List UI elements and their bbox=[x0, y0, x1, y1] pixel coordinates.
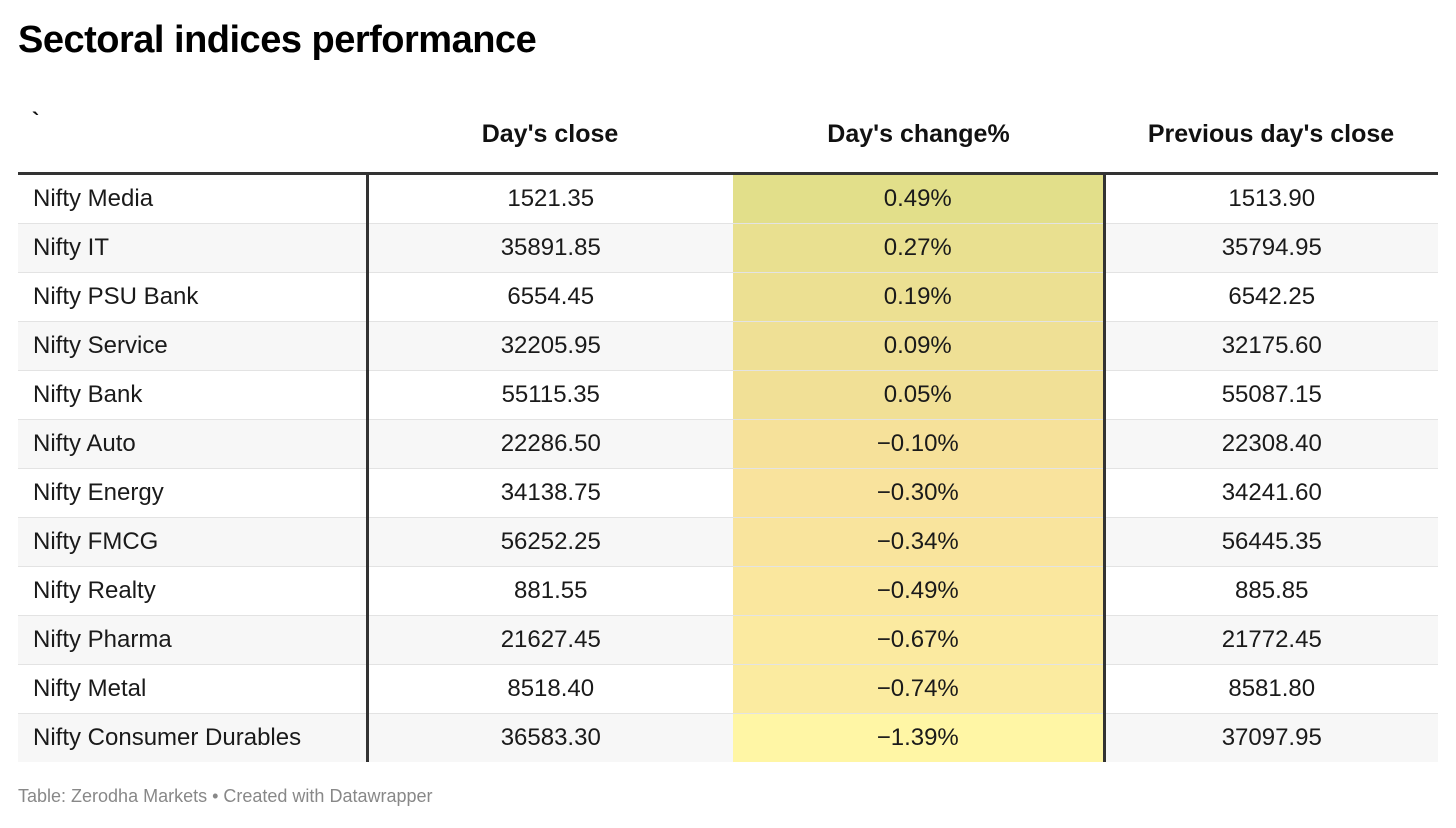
index-name-cell: Nifty FMCG bbox=[18, 517, 369, 567]
page-title: Sectoral indices performance bbox=[18, 19, 537, 61]
table-row: Nifty Service 32205.95 0.09% 32175.60 bbox=[18, 321, 1438, 371]
table-row: Nifty Bank 55115.35 0.05% 55087.15 bbox=[18, 370, 1438, 420]
index-name-cell: Nifty Pharma bbox=[18, 615, 369, 665]
column-header-close: Day's close bbox=[367, 96, 733, 175]
day-change-cell: −0.67% bbox=[733, 615, 1106, 665]
previous-close-cell: 1513.90 bbox=[1104, 173, 1438, 224]
column-header-prev-close: Previous day's close bbox=[1104, 96, 1438, 175]
index-name-cell: Nifty IT bbox=[18, 223, 369, 273]
day-close-cell: 35891.85 bbox=[367, 223, 733, 273]
index-name-cell: Nifty PSU Bank bbox=[18, 272, 369, 322]
previous-close-cell: 22308.40 bbox=[1104, 419, 1438, 469]
day-change-cell: −0.34% bbox=[733, 517, 1106, 567]
table-row: Nifty Metal 8518.40 −0.74% 8581.80 bbox=[18, 664, 1438, 714]
performance-table-wrapper: ` Day's close Day's change% Previous day… bbox=[18, 96, 1438, 762]
table-row: Nifty Auto 22286.50 −0.10% 22308.40 bbox=[18, 419, 1438, 469]
day-close-cell: 22286.50 bbox=[367, 419, 733, 469]
day-close-cell: 56252.25 bbox=[367, 517, 733, 567]
table-row: Nifty Consumer Durables 36583.30 −1.39% 370… bbox=[18, 713, 1438, 762]
previous-close-cell: 37097.95 bbox=[1104, 713, 1438, 762]
index-name-cell: Nifty Metal bbox=[18, 664, 369, 714]
day-close-cell: 1521.35 bbox=[367, 173, 733, 224]
table-row: Nifty Realty 881.55 −0.49% 885.85 bbox=[18, 566, 1438, 616]
index-name-cell: Nifty Realty bbox=[18, 566, 369, 616]
day-close-cell: 34138.75 bbox=[367, 468, 733, 518]
day-change-cell: 0.19% bbox=[733, 272, 1106, 322]
index-name-cell: Nifty Media bbox=[18, 173, 369, 224]
column-header-change: Day's change% bbox=[733, 96, 1104, 175]
table-row: Nifty Pharma 21627.45 −0.67% 21772.45 bbox=[18, 615, 1438, 665]
day-close-cell: 55115.35 bbox=[367, 370, 733, 420]
previous-close-cell: 6542.25 bbox=[1104, 272, 1438, 322]
table-row: Nifty PSU Bank 6554.45 0.19% 6542.25 bbox=[18, 272, 1438, 322]
day-change-cell: 0.27% bbox=[733, 223, 1106, 273]
index-name-cell: Nifty Service bbox=[18, 321, 369, 371]
table-header-row: ` Day's close Day's change% Previous day… bbox=[18, 96, 1438, 175]
index-name-cell: Nifty Bank bbox=[18, 370, 369, 420]
day-change-cell: 0.09% bbox=[733, 321, 1106, 371]
day-change-cell: −0.10% bbox=[733, 419, 1106, 469]
performance-table: ` Day's close Day's change% Previous day… bbox=[18, 96, 1438, 762]
day-change-cell: −0.74% bbox=[733, 664, 1106, 714]
previous-close-cell: 55087.15 bbox=[1104, 370, 1438, 420]
table-row: Nifty FMCG 56252.25 −0.34% 56445.35 bbox=[18, 517, 1438, 567]
column-header-name: ` bbox=[18, 96, 367, 175]
day-close-cell: 881.55 bbox=[367, 566, 733, 616]
day-change-cell: −0.30% bbox=[733, 468, 1106, 518]
index-name-cell: Nifty Consumer Durables bbox=[18, 713, 369, 762]
previous-close-cell: 56445.35 bbox=[1104, 517, 1438, 567]
day-close-cell: 6554.45 bbox=[367, 272, 733, 322]
table-row: Nifty Energy 34138.75 −0.30% 34241.60 bbox=[18, 468, 1438, 518]
previous-close-cell: 885.85 bbox=[1104, 566, 1438, 616]
table-row: Nifty IT 35891.85 0.27% 35794.95 bbox=[18, 223, 1438, 273]
previous-close-cell: 32175.60 bbox=[1104, 321, 1438, 371]
previous-close-cell: 21772.45 bbox=[1104, 615, 1438, 665]
table-row: Nifty Media 1521.35 0.49% 1513.90 bbox=[18, 173, 1438, 224]
index-name-cell: Nifty Energy bbox=[18, 468, 369, 518]
day-change-cell: −1.39% bbox=[733, 713, 1106, 762]
previous-close-cell: 34241.60 bbox=[1104, 468, 1438, 518]
day-change-cell: 0.49% bbox=[733, 173, 1106, 224]
day-close-cell: 21627.45 bbox=[367, 615, 733, 665]
index-name-cell: Nifty Auto bbox=[18, 419, 369, 469]
day-close-cell: 36583.30 bbox=[367, 713, 733, 762]
previous-close-cell: 8581.80 bbox=[1104, 664, 1438, 714]
day-close-cell: 8518.40 bbox=[367, 664, 733, 714]
day-change-cell: −0.49% bbox=[733, 566, 1106, 616]
day-change-cell: 0.05% bbox=[733, 370, 1106, 420]
day-close-cell: 32205.95 bbox=[367, 321, 733, 371]
previous-close-cell: 35794.95 bbox=[1104, 223, 1438, 273]
table-body: Nifty Media 1521.35 0.49% 1513.90 Nifty IT 35… bbox=[18, 173, 1438, 762]
source-footer: Table: Zerodha Markets • Created with Da… bbox=[18, 786, 433, 806]
